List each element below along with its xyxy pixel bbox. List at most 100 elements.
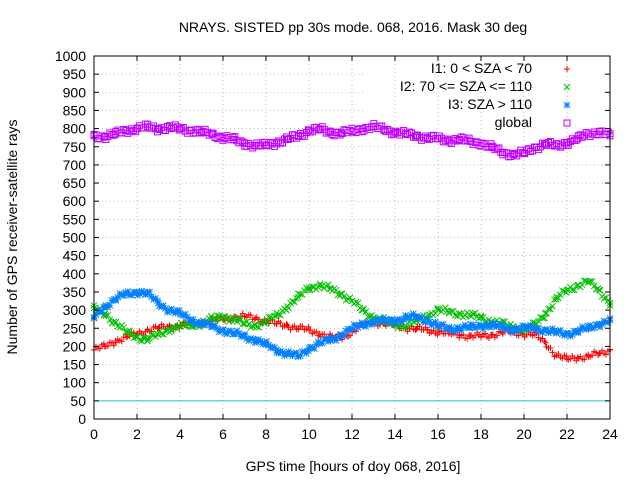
series-3-sample-mark	[297, 352, 304, 360]
series-3-sample-mark	[386, 316, 394, 324]
series-3-sample-mark	[213, 325, 221, 333]
series-2-sample-mark	[433, 305, 441, 312]
x-tick-label: 2	[133, 426, 141, 442]
series-1-sample-mark	[549, 349, 556, 356]
series-3-sample-mark	[175, 307, 183, 314]
legend-label: I2: 70 <= SZA <= 110	[400, 78, 532, 94]
series-3-sample-mark	[517, 326, 525, 333]
series-3-point	[305, 344, 313, 352]
series-2-sample-mark	[402, 324, 409, 332]
series-4-point	[585, 130, 592, 138]
series-2-sample-mark	[352, 298, 360, 306]
series-1-sample-mark	[603, 351, 610, 358]
series-2-sample-mark	[461, 312, 469, 319]
series-2-sample-mark	[545, 305, 552, 313]
series-2-sample-mark	[239, 320, 247, 327]
series-2-point	[144, 335, 152, 343]
series-2-sample-mark	[537, 313, 544, 321]
series-2-sample-mark	[255, 324, 263, 331]
series-3-sample-mark	[505, 323, 513, 331]
series-3-point	[552, 329, 560, 336]
x-tick-label: 14	[387, 426, 403, 442]
series-4-point	[241, 139, 248, 147]
legend-marker	[563, 101, 571, 109]
series-1-sample-mark	[313, 328, 320, 335]
series-2-point	[348, 297, 356, 305]
series-4-point	[112, 130, 119, 138]
series-4-point	[327, 128, 334, 136]
series-3-sample-mark	[253, 338, 261, 346]
series-1-point	[123, 334, 130, 341]
series-3-point	[423, 316, 431, 324]
series-1-point	[585, 353, 592, 360]
series-2-sample-mark	[562, 289, 570, 296]
y-tick-label: 400	[63, 266, 87, 282]
series-4-sample-mark	[100, 133, 108, 141]
series-4-sample-mark	[511, 150, 519, 158]
series-2-sample-mark	[148, 330, 155, 338]
series-3-group	[90, 287, 614, 360]
series-1-sample-mark	[96, 345, 103, 352]
series-4-point	[595, 128, 603, 136]
series-3-point	[370, 318, 377, 326]
series-4-point	[273, 138, 281, 146]
series-3-sample-mark	[471, 324, 479, 332]
series-2-point	[337, 290, 345, 298]
series-4-point	[499, 148, 506, 156]
series-1-sample-mark	[464, 335, 471, 342]
series-4-point	[531, 143, 539, 151]
series-2-sample-mark	[342, 296, 350, 304]
series-1-sample-mark	[430, 327, 437, 334]
series-3-sample-mark	[418, 314, 425, 322]
series-2-point	[305, 284, 313, 291]
series-2-point	[585, 278, 592, 286]
series-4-point	[187, 126, 195, 134]
series-3-point	[251, 336, 259, 344]
series-3-point	[477, 321, 485, 329]
series-4-sample-mark	[237, 137, 245, 145]
series-2-point	[445, 308, 453, 316]
series-2-sample-mark	[138, 337, 145, 345]
series-3-point	[262, 341, 270, 348]
series-2-sample-mark	[269, 315, 276, 323]
series-3-sample-mark	[392, 319, 400, 327]
series-1-point	[488, 331, 495, 338]
series-2-point	[219, 313, 227, 320]
series-3-point	[434, 323, 442, 330]
series-3-sample-mark	[257, 337, 265, 345]
series-3-point	[359, 320, 367, 328]
y-tick-label: 950	[63, 66, 87, 82]
series-3-sample-mark	[521, 322, 529, 330]
series-2-sample-mark	[271, 312, 278, 320]
series-2-point	[466, 312, 474, 319]
y-tick-label: 600	[63, 193, 87, 209]
series-3-point	[144, 290, 152, 298]
series-3-sample-mark	[588, 325, 596, 332]
series-3-point	[208, 323, 216, 330]
series-4-point	[445, 136, 453, 144]
series-2-point	[208, 315, 216, 323]
series-3-sample-mark	[279, 349, 286, 356]
series-3-point	[219, 326, 227, 334]
series-3-point	[445, 324, 453, 332]
series-1-point	[252, 315, 259, 322]
series-4-point	[198, 128, 205, 136]
series-2-sample-mark	[553, 293, 560, 301]
series-4-point	[488, 143, 496, 151]
series-1-point	[424, 327, 431, 334]
series-2-sample-mark	[346, 294, 354, 301]
series-3-point	[499, 324, 506, 331]
series-4-point	[348, 128, 356, 136]
series-4-point	[155, 125, 162, 133]
series-3-sample-mark	[156, 302, 163, 310]
series-3-point	[391, 316, 399, 324]
series-2-point	[434, 306, 442, 314]
series-3-sample-mark	[487, 323, 495, 331]
series-3-sample-mark	[592, 320, 600, 328]
series-4-sample-mark	[277, 139, 285, 147]
series-3-sample-mark	[211, 321, 219, 329]
y-axis-label: Number of GPS receiver-satellite rays	[4, 120, 20, 355]
series-2-sample-mark	[332, 286, 340, 294]
y-tick-label: 100	[63, 375, 87, 391]
